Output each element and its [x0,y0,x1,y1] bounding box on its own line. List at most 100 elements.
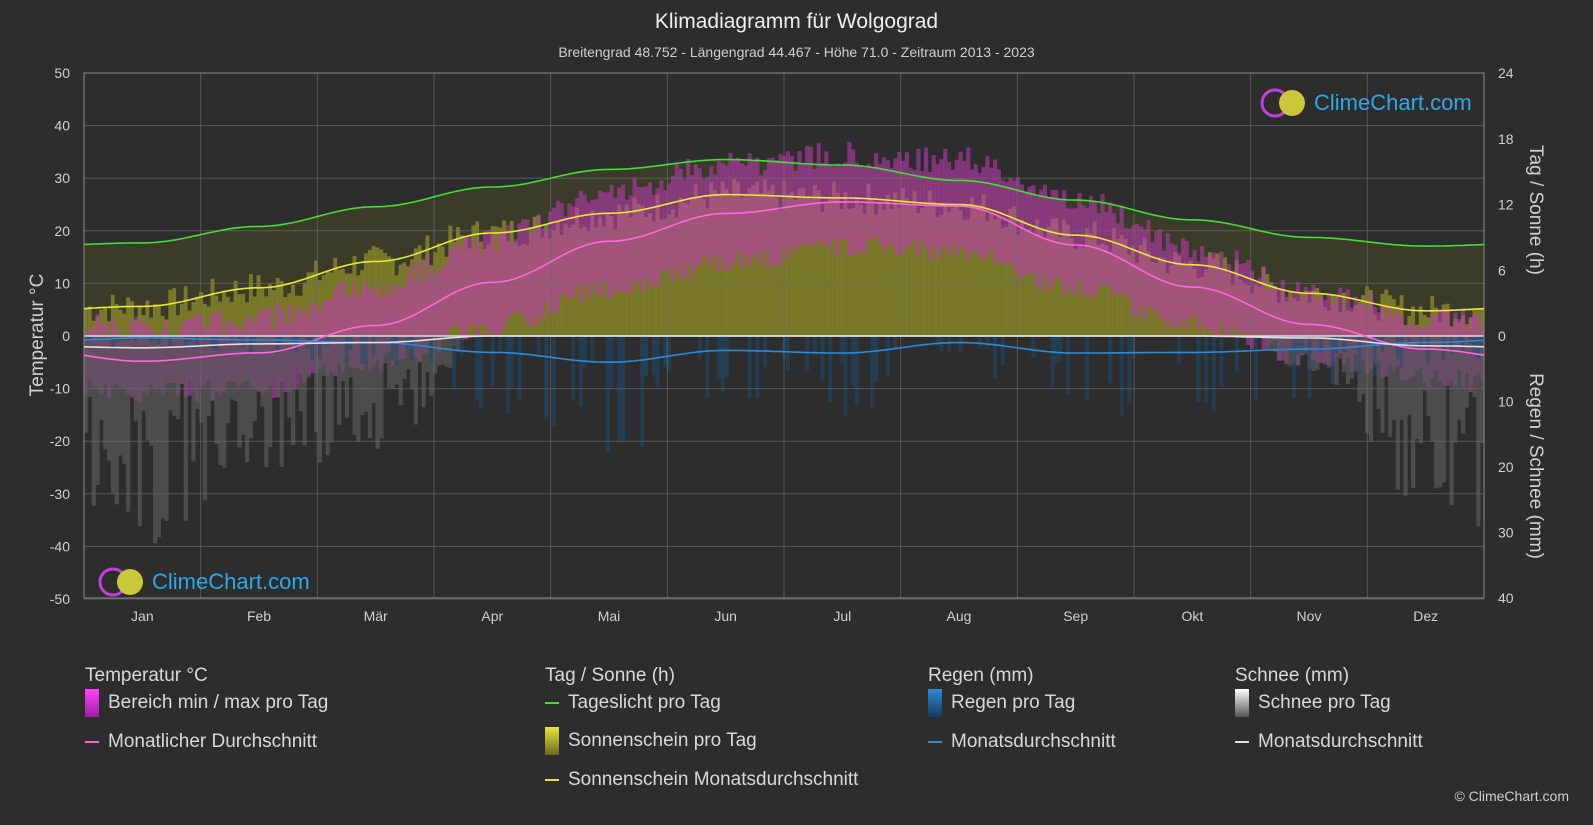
snow-day-bar [1269,336,1274,351]
sunshine-day-bar [118,309,123,336]
sunshine-day-bar [889,209,894,336]
rain-day-bar [843,336,848,417]
daylight-day-bar [260,226,265,336]
sunshine-day-bar [160,315,165,336]
snow-day-bar [298,336,303,412]
rain-avg-line [83,337,1485,363]
sunshine-day-bar [241,293,246,336]
sunshine-day-bar [943,204,948,336]
temp-range-day-bar [1334,300,1339,357]
daylight-day-bar [149,242,154,336]
temp-range-day-bar [594,199,599,294]
rain-day-bar [605,336,610,452]
temp-range-day-bar [1131,225,1136,316]
temp-range-day-bar [1039,189,1044,291]
snow-day-bar [398,336,403,406]
rain-day-bar [755,336,760,398]
temp-range-day-bar [436,273,442,353]
temp-range-day-bar [1069,208,1074,291]
legend-swatch [85,689,99,717]
daylight-day-bar [107,243,112,336]
sunshine-day-bar [962,220,967,336]
temp-range-day-bar [413,280,418,359]
snow-day-bar [214,336,219,445]
daylight-day-bar [153,242,158,336]
temp-range-day-bar [1223,267,1228,333]
temp-range-day-bar [402,287,407,359]
temp-range-day-bar [766,158,771,269]
snow-day-bar [1334,336,1339,385]
sunshine-day-bar [1042,238,1048,336]
sunshine-day-bar [233,280,238,336]
chart-subtitle: Breitengrad 48.752 - Längengrad 44.467 -… [558,44,1035,60]
snow-day-bar [1315,336,1320,370]
snow-day-bar [1468,336,1473,386]
snow-day-bar [264,336,269,468]
daylight-day-bar [118,243,123,336]
daylight-day-bar [195,235,200,336]
snow-day-bar [1480,336,1485,443]
rain-day-bar [1330,336,1335,385]
temp-range-day-bar [1242,263,1247,335]
sunshine-day-bar [659,219,664,336]
rain-day-bar [724,336,729,378]
temp-range-day-bar [1211,252,1216,338]
x-tick-label: Okt [1181,608,1203,624]
temp-range-day-bar [724,165,729,272]
rain-day-bar [252,336,257,342]
temp-range-day-bar [467,236,472,327]
temp-range-day-bar [958,151,963,247]
temp-range-day-bar [682,179,687,281]
sunshine-day-bar [920,207,925,336]
daylight-day-bar [1303,237,1308,336]
rain-day-bar [248,336,254,355]
snow-day-bar [383,336,388,364]
snow-day-bar [367,336,372,438]
temp-range-day-bar [1142,228,1147,321]
daylight-day-bar [1437,246,1443,336]
sunshine-day-bar [1384,289,1389,336]
temp-range-day-bar [858,165,863,251]
legend-temp-title: Temperatur °C [85,665,208,686]
sunshine-day-bar [950,207,955,336]
sunshine-day-bar [966,219,971,336]
snow-day-bar [1472,336,1477,398]
rain-day-bar [310,336,315,360]
snow-day-bar [1384,336,1389,371]
rain-day-bar [1296,336,1301,355]
temp-range-day-bar [847,141,852,257]
y-left-tick-label: -20 [50,433,70,449]
rain-day-bar [1480,336,1485,349]
sunshine-day-bar [916,213,921,336]
daylight-day-bar [1414,245,1420,336]
snow-day-bar [1476,336,1481,527]
sunshine-day-bar [1100,243,1105,336]
rain-day-bar [498,336,503,353]
rain-day-bar [1219,336,1224,387]
snow-day-bar [149,336,154,446]
snow-day-bar [1391,336,1397,420]
snow-day-bar [107,336,112,461]
temp-range-day-bar [1311,284,1316,361]
x-tick-label: Jan [131,608,154,624]
temp-range-day-bar [528,234,534,325]
daylight-day-bar [268,226,273,336]
rain-day-bar [517,336,522,401]
legend-sunshine-avg: Sonnenschein Monatsdurchschnitt [545,769,858,791]
temp-range-day-bar [1234,250,1239,338]
snow-day-bar [176,336,181,420]
snow-day-bar [1418,336,1423,444]
temp-range-day-bar [1134,224,1140,318]
rain-day-bar [644,336,649,376]
rain-day-bar [1204,336,1209,403]
snow-day-bar [229,336,234,400]
temp-range-day-bar [797,150,802,248]
sunshine-day-bar [751,185,756,336]
rain-day-bar [344,336,349,364]
snow-day-bar [283,336,288,380]
legend-snow-avg: Monatsdurchschnitt [1235,731,1423,753]
snow-day-bar [172,336,177,417]
temp-range-day-bar [406,275,411,352]
sunshine-day-bar [924,205,929,336]
snow-day-bar [1280,336,1285,354]
